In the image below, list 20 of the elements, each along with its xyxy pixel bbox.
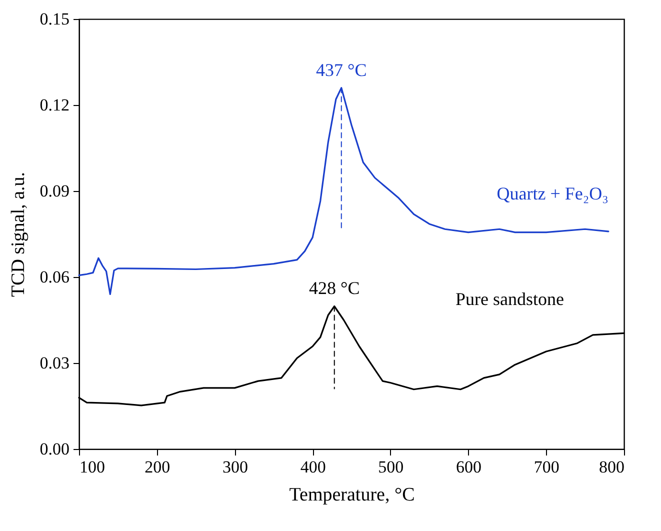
x-tick-label: 400 (300, 458, 326, 476)
x-tick-label: 200 (144, 458, 170, 476)
y-tick-label: 0.00 (40, 440, 70, 458)
x-tick-label: 600 (456, 458, 482, 476)
x-tick-label: 800 (599, 458, 624, 476)
y-tick-label: 0.09 (40, 182, 70, 200)
y-tick-label: 0.03 (40, 354, 70, 372)
x-tick-label: 300 (222, 458, 248, 476)
annotation: 437 °C (316, 60, 367, 80)
y-tick-label: 0.06 (40, 268, 70, 286)
y-tick-label: 0.15 (40, 10, 70, 28)
x-tick-label: 700 (534, 458, 560, 476)
text: Pure sandstone (456, 289, 564, 310)
series-label: Quartz + Fe₂O₃ (496, 183, 608, 204)
x-tick-label: 100 (80, 458, 105, 476)
y-tick-label: 0.12 (40, 96, 70, 114)
annotation: 428 °C (309, 278, 360, 298)
x-axis-title: Temperature, °C (289, 484, 415, 506)
y-axis-title: TCD signal, a.u. (8, 172, 29, 298)
x-tick-label: 500 (378, 458, 404, 476)
